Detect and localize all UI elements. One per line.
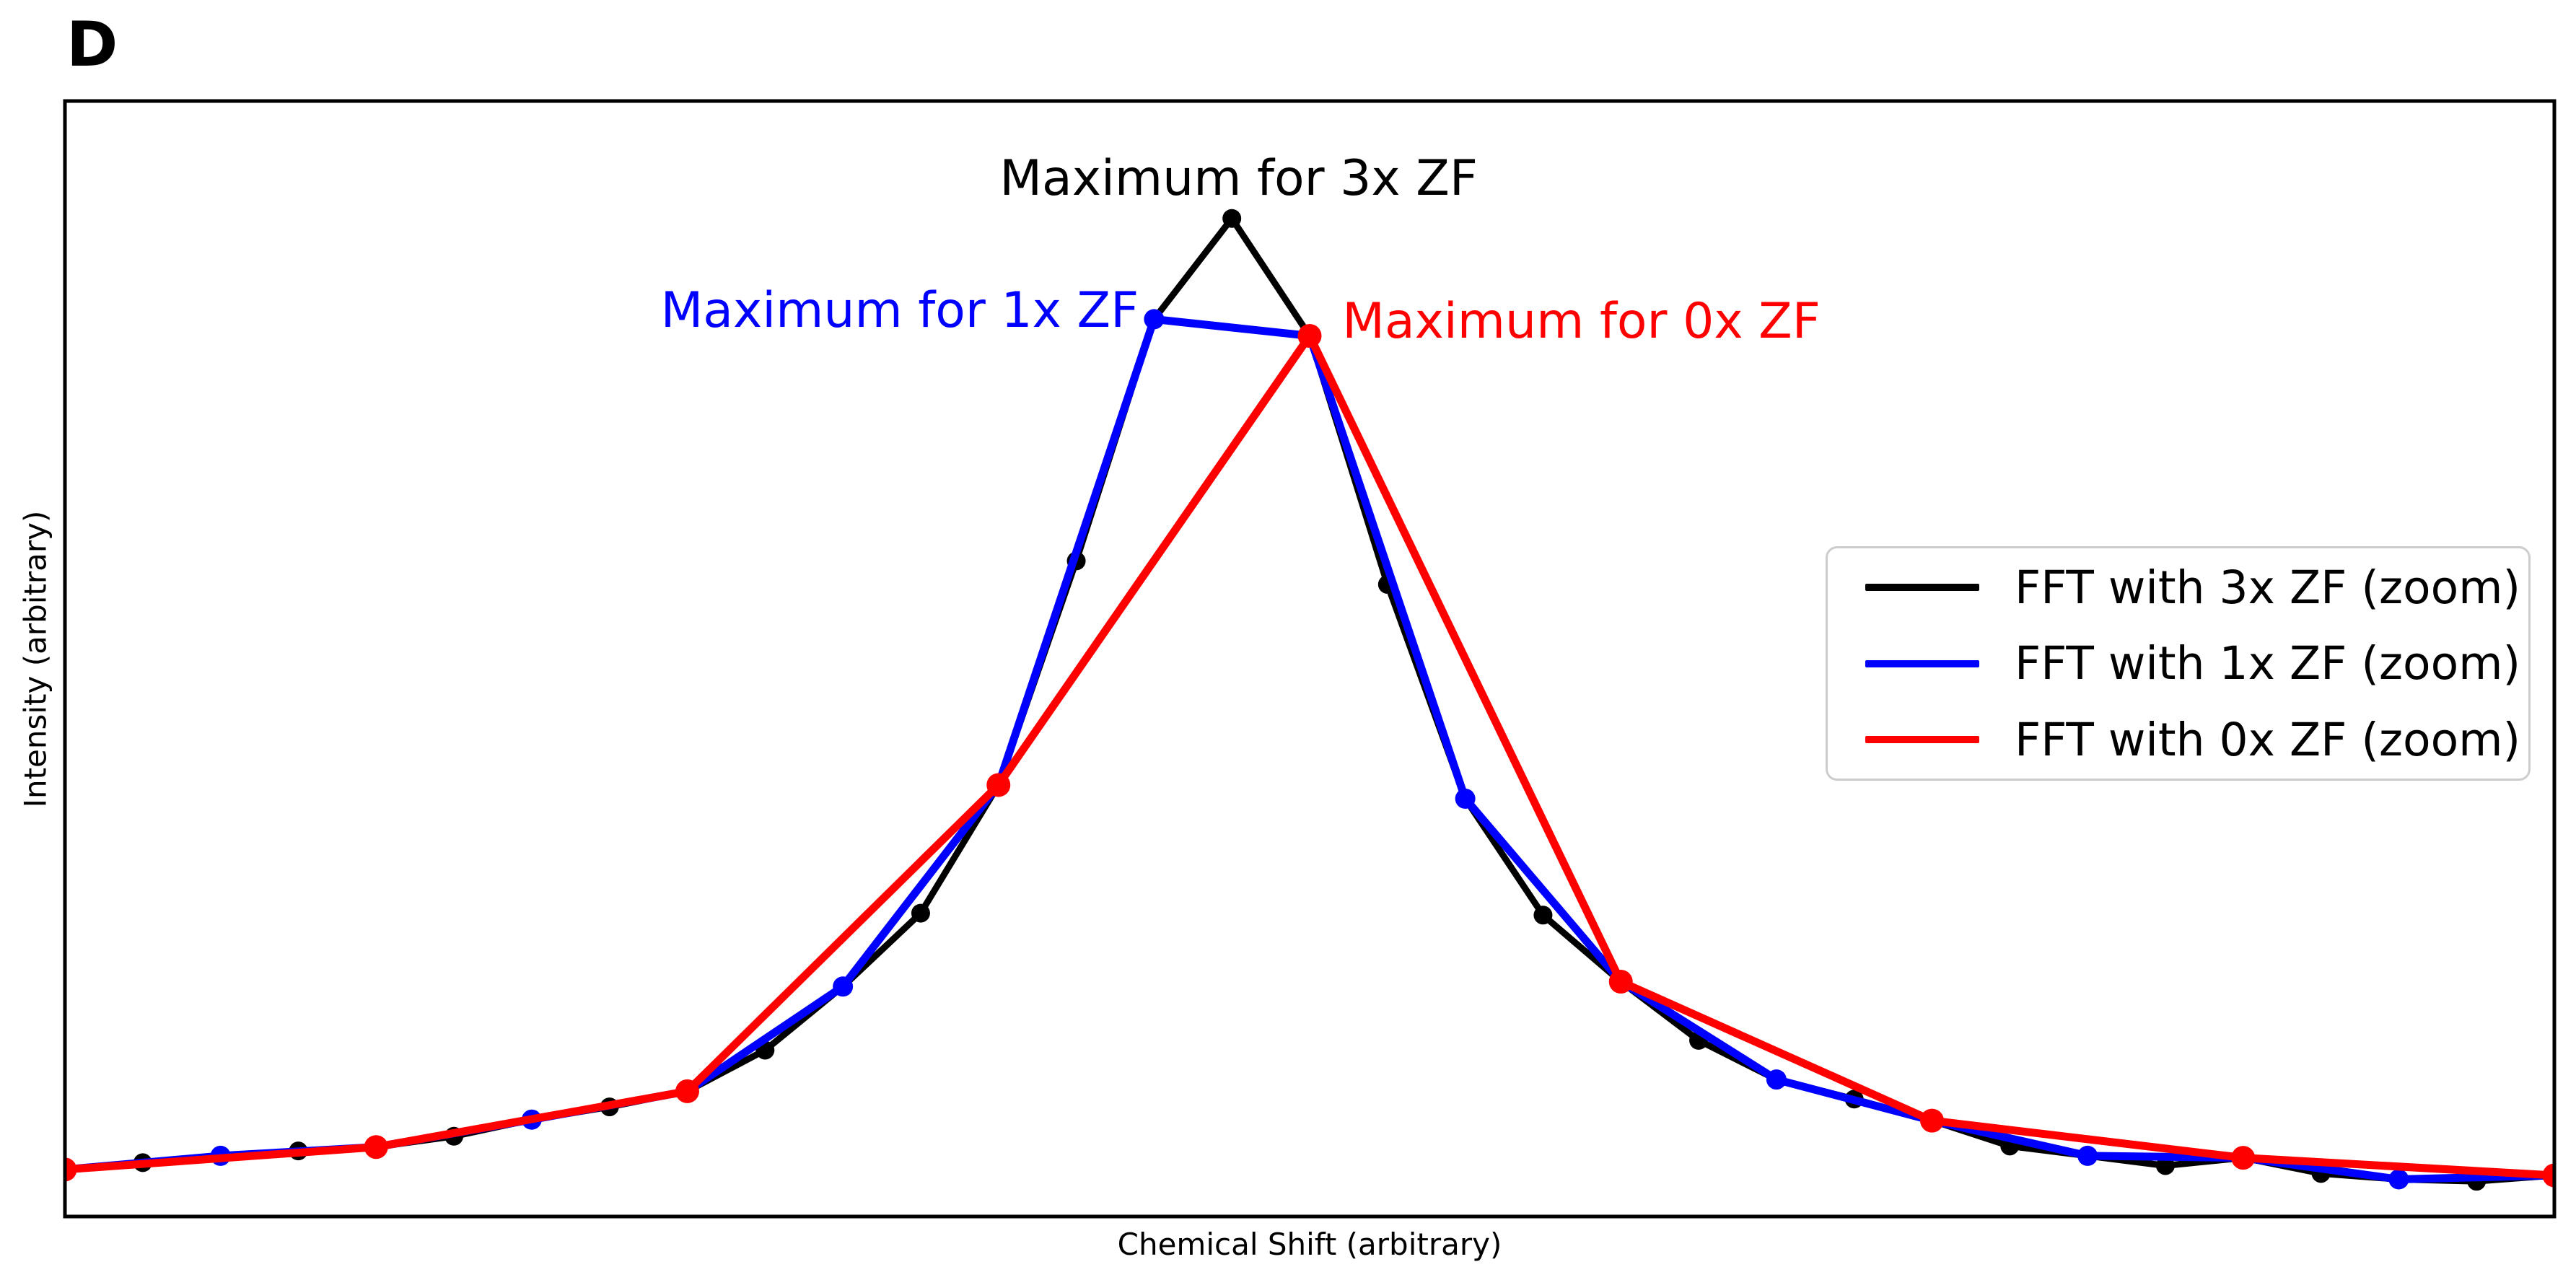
legend-line-sample-black	[1865, 584, 1979, 591]
legend-label: FFT with 0x ZF (zoom)	[2015, 713, 2521, 766]
legend-line-sample-blue	[1865, 659, 1979, 667]
legend-label: FFT with 1x ZF (zoom)	[2015, 637, 2521, 690]
legend-item-1x-zf: FFT with 1x ZF (zoom)	[1828, 636, 2528, 691]
legend-line-sample-red	[1865, 736, 1979, 743]
legend-label: FFT with 3x ZF (zoom)	[2015, 561, 2521, 614]
legend: FFT with 3x ZF (zoom) FFT with 1x ZF (zo…	[1826, 546, 2531, 781]
legend-item-0x-zf: FFT with 0x ZF (zoom)	[1828, 712, 2528, 767]
legend-item-3x-zf: FFT with 3x ZF (zoom)	[1828, 560, 2528, 615]
